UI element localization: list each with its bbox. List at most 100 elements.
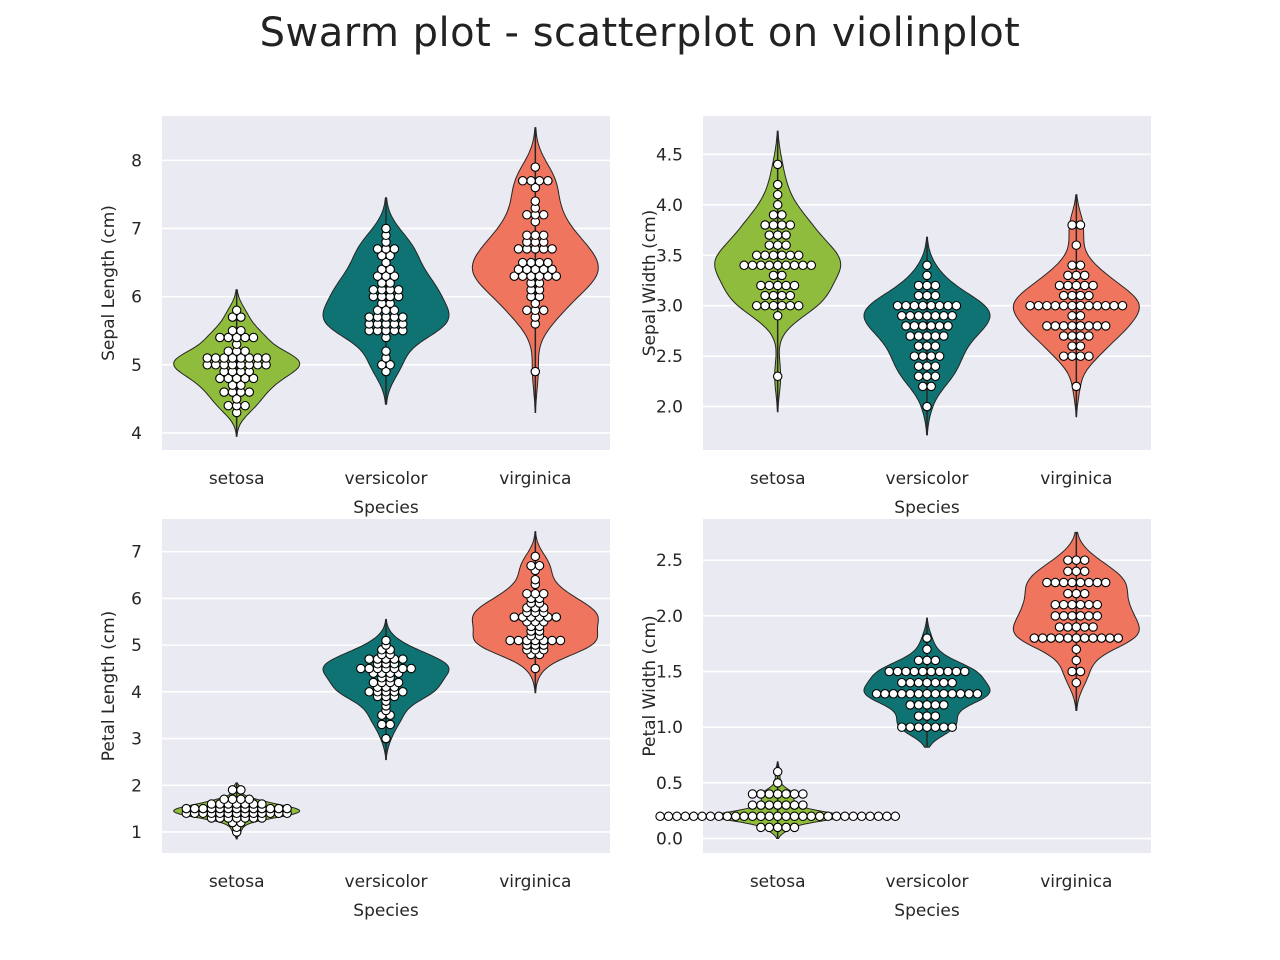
swarm-point-versicolor	[913, 311, 924, 321]
swarm-point-virginica	[1063, 622, 1073, 632]
swarm-point-virginica	[1067, 290, 1077, 301]
swarm-point-versicolor	[972, 689, 983, 699]
swarm-point-versicolor	[939, 677, 949, 688]
swarm-point-setosa	[785, 300, 796, 311]
swarm-point-versicolor	[930, 371, 941, 382]
x-axis-label: Species	[894, 498, 960, 518]
swarm-point-virginica	[1071, 566, 1082, 577]
swarm-point-versicolor	[918, 666, 928, 677]
swarm-point-versicolor	[926, 381, 936, 392]
swarm-point-virginica	[1079, 566, 1090, 577]
swarm-point-virginica	[509, 271, 520, 281]
swarm-point-setosa	[756, 260, 766, 271]
swarm-point-versicolor	[385, 250, 395, 261]
y-tick-label: 2.5	[656, 347, 683, 367]
swarm-point-virginica	[1058, 321, 1069, 331]
swarm-point-versicolor	[934, 300, 945, 311]
swarm-point-virginica	[534, 560, 545, 571]
swarm-point-setosa	[202, 353, 213, 363]
swarm-point-setosa	[273, 803, 284, 814]
swarm-point-setosa	[856, 811, 867, 822]
swarm-point-setosa	[772, 260, 783, 271]
swarm-point-virginica	[530, 366, 541, 377]
swarm-point-virginica	[1079, 280, 1090, 291]
y-tick-label: 5	[131, 636, 142, 656]
swarm-point-virginica	[1071, 633, 1082, 643]
swarm-point-versicolor	[922, 711, 932, 721]
swarm-point-virginica	[1063, 270, 1073, 281]
swarm-point-virginica	[1075, 321, 1086, 331]
swarm-point-versicolor	[913, 341, 924, 351]
swarm-point-setosa	[210, 353, 221, 363]
swarm-point-versicolor	[922, 311, 932, 321]
swarm-point-setosa	[777, 220, 787, 230]
swarm-point-versicolor	[918, 381, 928, 392]
swarm-point-setosa	[781, 280, 791, 291]
swarm-point-setosa	[772, 200, 783, 210]
swarm-point-versicolor	[909, 351, 920, 361]
swarm-point-setosa	[756, 789, 766, 799]
x-tick-label: setosa	[750, 469, 806, 489]
swarm-point-setosa	[789, 800, 800, 810]
swarm-point-setosa	[739, 811, 749, 822]
swarm-point-virginica	[1100, 300, 1111, 311]
swarm-point-virginica	[1054, 622, 1065, 632]
y-tick-label: 0.5	[656, 774, 683, 794]
swarm-point-versicolor	[913, 711, 924, 721]
subplot-3: 1 2 3 4 5 6 7 setosa versicolor virginica Species P…	[99, 519, 610, 921]
swarm-point-versicolor	[381, 223, 391, 234]
y-axis-label: Petal Width (cm)	[640, 615, 660, 756]
x-tick-label: setosa	[209, 469, 265, 489]
x-tick-label: virginica	[499, 872, 571, 892]
swarm-point-versicolor	[356, 663, 366, 674]
swarm-point-versicolor	[922, 401, 932, 412]
swarm-point-setosa	[655, 811, 665, 822]
swarm-point-versicolor	[377, 719, 387, 730]
swarm-point-versicolor	[943, 666, 953, 677]
x-axis-label: Species	[353, 498, 419, 518]
swarm-point-versicolor	[368, 285, 379, 295]
swarm-point-virginica	[530, 230, 541, 241]
swarm-point-virginica	[551, 271, 562, 281]
swarm-point-setosa	[240, 400, 250, 411]
swarm-point-versicolor	[381, 635, 391, 646]
swarm-point-versicolor	[930, 711, 941, 721]
swarm-point-setosa	[672, 811, 682, 822]
swarm-point-versicolor	[926, 300, 936, 311]
swarm-point-versicolor	[372, 271, 383, 281]
swarm-point-virginica	[1058, 300, 1069, 311]
swarm-point-setosa	[730, 811, 741, 822]
swarm-point-virginica	[1033, 300, 1044, 311]
swarm-point-setosa	[680, 811, 691, 822]
swarm-point-setosa	[831, 811, 842, 822]
swarm-point-setosa	[882, 811, 892, 822]
swarm-point-setosa	[793, 250, 804, 261]
y-tick-label: 2.5	[656, 551, 683, 571]
swarm-point-versicolor	[913, 700, 924, 710]
x-tick-label: virginica	[499, 469, 571, 489]
swarm-point-versicolor	[905, 722, 915, 732]
figure-title: Swarm plot - scatterplot on violinplot	[259, 10, 1021, 56]
y-tick-label: 5	[131, 356, 142, 376]
swarm-point-setosa	[236, 785, 246, 795]
swarm-point-setosa	[227, 325, 238, 336]
swarm-point-setosa	[777, 250, 787, 261]
swarm-point-virginica	[1084, 331, 1094, 341]
swarm-point-versicolor	[368, 677, 379, 688]
subplot-4: 0.0 0.5 1.0 1.5 2.0 2.5 setosa versicolor virgin…	[640, 519, 1151, 921]
swarm-point-setosa	[777, 290, 787, 301]
swarm-point-setosa	[764, 789, 775, 799]
swarm-point-setosa	[789, 260, 800, 271]
swarm-point-setosa	[181, 803, 192, 814]
swarm-point-setosa	[764, 240, 775, 250]
swarm-point-virginica	[1050, 577, 1061, 588]
y-tick-label: 4	[131, 424, 142, 444]
swarm-point-virginica	[1084, 351, 1094, 361]
swarm-point-virginica	[1088, 622, 1098, 632]
swarm-point-setosa	[848, 811, 859, 822]
swarm-point-setosa	[236, 325, 246, 336]
swarm-point-setosa	[198, 803, 208, 814]
swarm-point-versicolor	[934, 666, 945, 677]
swarm-point-versicolor	[909, 666, 920, 677]
